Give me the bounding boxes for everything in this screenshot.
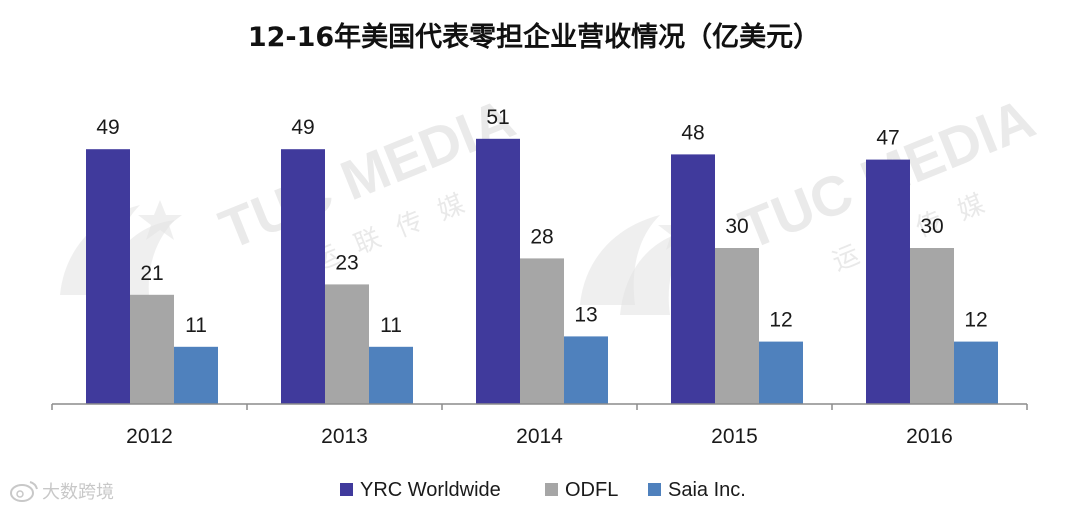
data-label: 28 [530,225,553,248]
data-label: 48 [681,121,704,144]
watermark-char: 传 [392,206,427,244]
bar-saia-inc-2016 [954,341,998,404]
weibo-logo-icon [10,481,38,502]
watermark-char: 媒 [954,189,989,227]
data-label: 23 [335,251,358,274]
data-label: 47 [876,127,899,150]
data-label: 11 [185,314,207,337]
legend-label: Saia Inc. [668,479,746,501]
plot-area: 49 21 11 2012 49 23 11 2013 51 28 13 2014 48 30 12 2015… [51,106,1028,448]
legend-swatch [340,483,353,496]
legend: YRC Worldwide ODFL Saia Inc. [340,479,746,501]
x-tick-label: 2016 [906,425,953,448]
legend-label: ODFL [565,479,618,501]
legend-label: YRC Worldwide [360,479,501,501]
data-label: 49 [291,116,314,139]
data-label: 13 [574,303,597,326]
bar-saia-inc-2013 [369,346,413,404]
bar-saia-inc-2015 [759,341,803,404]
bar-yrc-worldwide-2012 [86,149,130,404]
data-label: 30 [725,215,748,238]
bar-yrc-worldwide-2015 [671,154,715,404]
watermark-char: 媒 [434,189,469,227]
data-label: 30 [920,215,943,238]
bar-odfl-2016 [910,248,954,404]
data-label: 49 [96,116,119,139]
x-tick-label: 2012 [126,425,173,448]
x-tick-label: 2015 [711,425,758,448]
bar-odfl-2014 [520,258,564,404]
legend-swatch [648,483,661,496]
bar-odfl-2013 [325,284,369,404]
chart-title: 12-16年美国代表零担企业营收情况（亿美元） [248,21,820,53]
bar-yrc-worldwide-2013 [281,149,325,404]
data-label: 12 [769,309,792,332]
corner-mark: 大数跨境 [10,481,114,503]
x-tick-label: 2014 [516,425,563,448]
bar-saia-inc-2014 [564,336,608,404]
data-label: 11 [380,314,402,337]
bar-yrc-worldwide-2016 [866,159,910,404]
data-label: 21 [140,262,163,285]
bar-yrc-worldwide-2014 [476,138,520,405]
bar-odfl-2015 [715,248,759,404]
watermark-char: 运 [828,240,863,278]
corner-mark-text: 大数跨境 [42,482,114,503]
bar-odfl-2012 [130,294,174,404]
bar-saia-inc-2012 [174,346,218,404]
legend-swatch [545,483,558,496]
x-tick-label: 2013 [321,425,368,448]
data-label: 51 [486,106,509,129]
data-label: 12 [964,309,987,332]
